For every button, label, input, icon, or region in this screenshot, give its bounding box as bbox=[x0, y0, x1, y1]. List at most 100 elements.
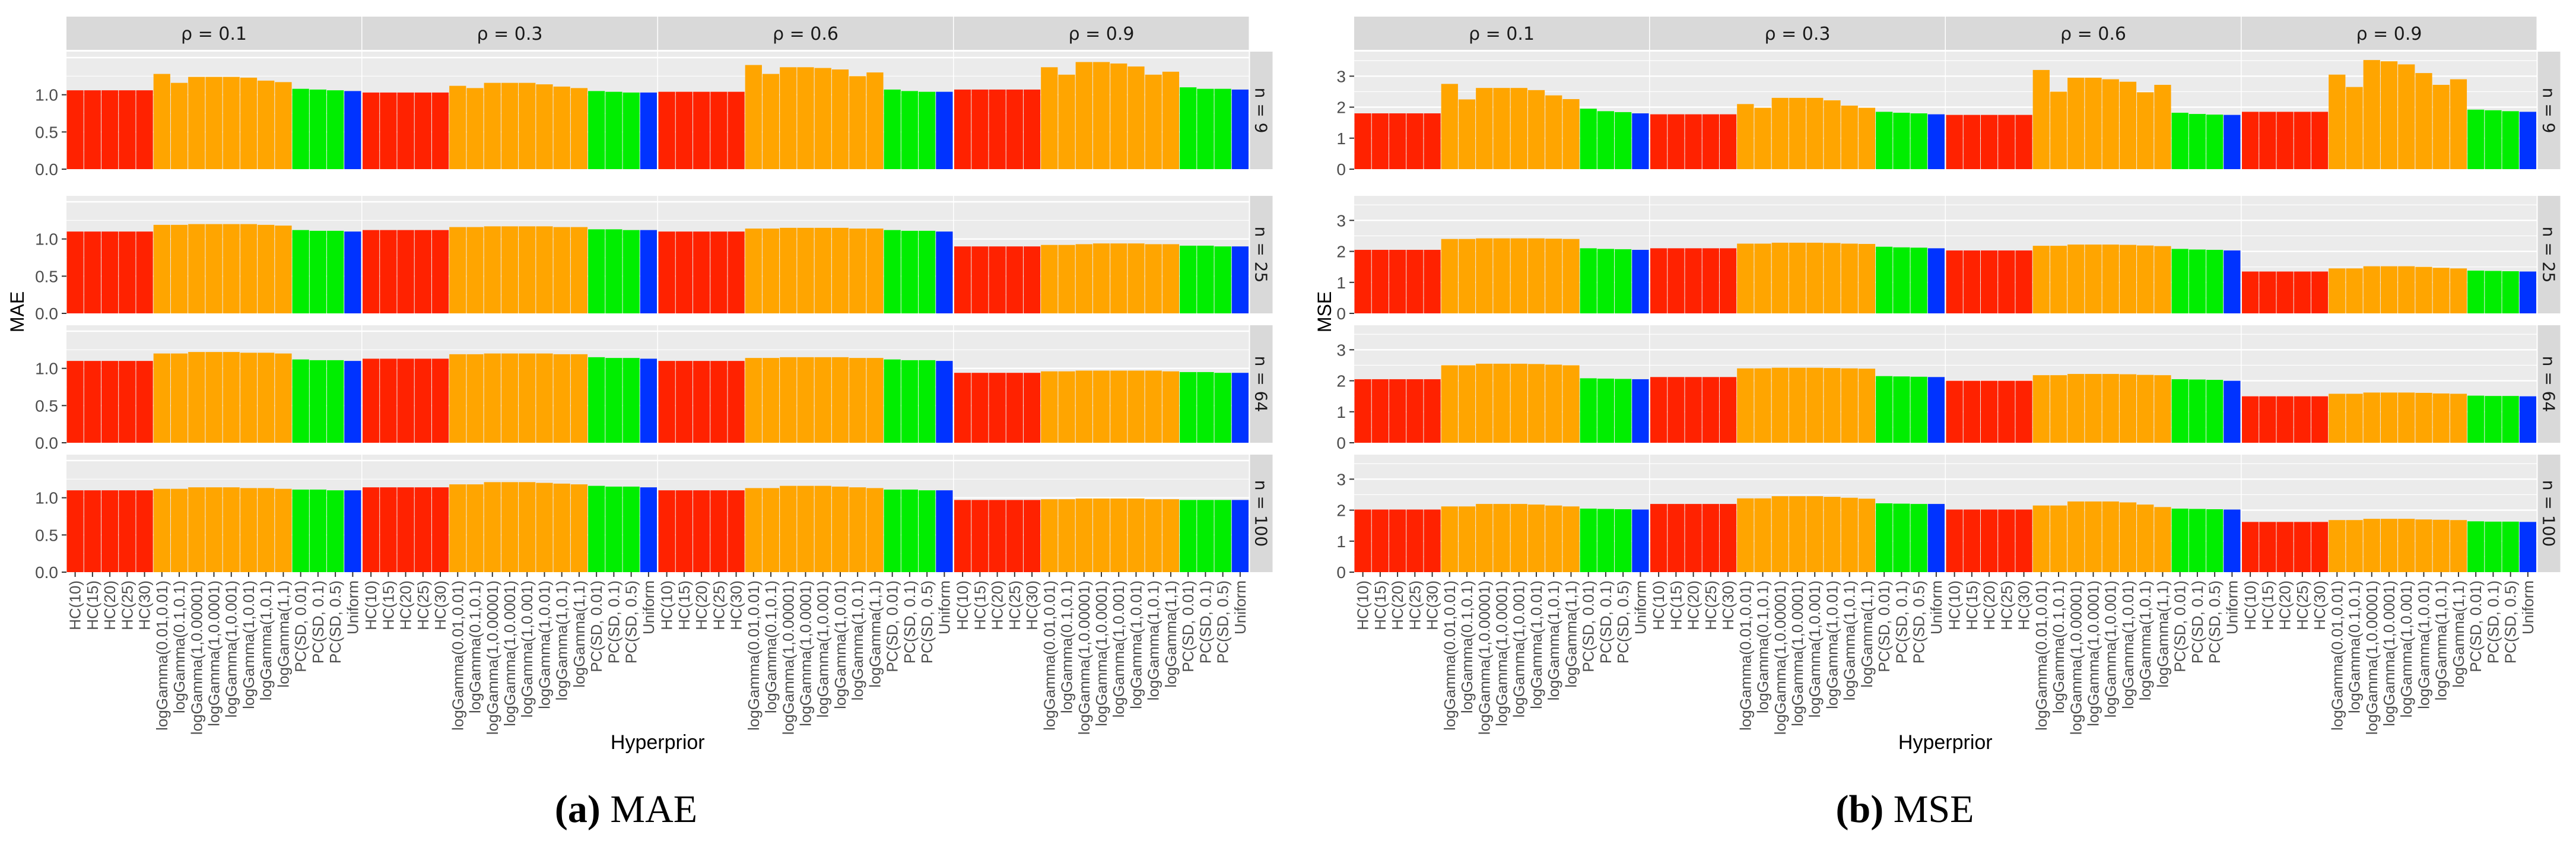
bar-loggamma bbox=[1145, 244, 1162, 313]
facet-label-rho: ρ = 0.6 bbox=[2060, 24, 2126, 45]
bar-loggamma bbox=[1806, 97, 1824, 169]
x-tick-label: logGamma(1,0.001) bbox=[223, 580, 240, 718]
x-tick-label: logGamma(1,1) bbox=[866, 580, 884, 688]
bar-hc bbox=[954, 246, 971, 313]
bar-hc bbox=[1980, 115, 1998, 169]
bar-hc bbox=[1998, 509, 2015, 572]
bar-pc bbox=[1180, 372, 1197, 443]
x-tick-label: HC(20) bbox=[397, 580, 415, 630]
bar-hc bbox=[2294, 396, 2311, 443]
bar-pc bbox=[1893, 503, 1910, 572]
bar-hc bbox=[1998, 380, 2015, 443]
x-tick-label: PC(SD, 0.1) bbox=[1597, 580, 1615, 664]
bar-loggamma bbox=[2450, 520, 2467, 572]
bar-hc bbox=[136, 361, 153, 443]
bar-uniform bbox=[1927, 114, 1945, 169]
bar-hc bbox=[2311, 522, 2329, 572]
x-tick-label: HC(10) bbox=[1946, 580, 1964, 630]
bar-uniform bbox=[1632, 379, 1649, 443]
bar-loggamma bbox=[1527, 504, 1545, 572]
y-tick-label: 0.5 bbox=[35, 526, 58, 544]
bar-hc bbox=[1963, 509, 1980, 572]
x-tick-label: PC(SD, 0.1) bbox=[1196, 580, 1214, 664]
bar-loggamma bbox=[2450, 79, 2467, 169]
bar-uniform bbox=[344, 361, 361, 443]
bar-loggamma bbox=[1841, 497, 1858, 572]
y-tick-label: 0 bbox=[1336, 304, 1346, 323]
x-tick-label: HC(30) bbox=[728, 580, 745, 630]
bar-loggamma bbox=[1789, 496, 1806, 572]
bar-loggamma bbox=[1771, 367, 1789, 443]
bar-hc bbox=[1650, 114, 1667, 169]
bar-hc bbox=[84, 490, 101, 572]
bar-hc bbox=[1963, 115, 1980, 169]
bar-hc bbox=[1371, 113, 1389, 169]
x-tick-label: HC(15) bbox=[379, 580, 397, 630]
x-tick-label: logGamma(1,0.0001) bbox=[797, 580, 815, 726]
bar-loggamma bbox=[1771, 97, 1789, 169]
bar-hc bbox=[1406, 379, 1424, 443]
bar-loggamma bbox=[1162, 371, 1180, 443]
bar-loggamma bbox=[1545, 364, 1562, 443]
bar-loggamma bbox=[1754, 107, 1771, 169]
bar-hc bbox=[1685, 114, 1702, 169]
bar-hc bbox=[675, 91, 693, 169]
bar-pc bbox=[1597, 509, 1615, 572]
bar-hc bbox=[1719, 248, 1737, 313]
bar-pc bbox=[2189, 379, 2206, 443]
bar-loggamma bbox=[1041, 245, 1058, 313]
bar-loggamma bbox=[1127, 66, 1145, 169]
bar-loggamma bbox=[466, 227, 484, 313]
bar-loggamma bbox=[2154, 246, 2171, 313]
bar-loggamma bbox=[258, 80, 275, 169]
facet-strip-right bbox=[2537, 196, 2561, 313]
bar-loggamma bbox=[814, 227, 831, 313]
bar-pc bbox=[1876, 503, 1893, 572]
bar-loggamma bbox=[1841, 368, 1858, 443]
bar-loggamma bbox=[170, 82, 188, 169]
x-tick-label: logGamma(1,0.0001) bbox=[1493, 580, 1511, 726]
bar-loggamma bbox=[1476, 363, 1493, 443]
bar-loggamma bbox=[1441, 239, 1458, 313]
x-tick-label: logGamma(1,0.0001) bbox=[2085, 580, 2102, 726]
bar-loggamma bbox=[831, 357, 849, 443]
bar-pc bbox=[2171, 112, 2189, 169]
bar-hc bbox=[431, 358, 449, 443]
bar-hc bbox=[2015, 380, 2032, 443]
y-axis-title: MAE bbox=[7, 291, 28, 332]
bar-loggamma bbox=[1737, 243, 1754, 313]
bar-loggamma bbox=[1458, 99, 1476, 169]
bar-loggamma bbox=[2137, 245, 2154, 313]
bar-pc bbox=[1597, 378, 1615, 443]
bar-loggamma bbox=[1771, 242, 1789, 313]
bar-loggamma bbox=[1092, 498, 1110, 572]
bar-pc bbox=[1197, 88, 1214, 169]
x-tick-label: PC(SD, 0.01) bbox=[884, 580, 901, 672]
y-tick-label: 0.5 bbox=[35, 267, 58, 285]
bar-hc bbox=[1998, 250, 2015, 313]
bar-pc bbox=[1180, 500, 1197, 572]
bar-loggamma bbox=[275, 488, 292, 572]
chart-caption: (a) MAE bbox=[555, 788, 697, 831]
bar-pc bbox=[2189, 249, 2206, 313]
x-tick-label: logGamma(1,0.00001) bbox=[1075, 580, 1093, 735]
x-tick-label: PC(SD, 0.5) bbox=[1614, 580, 1632, 664]
caption-tag: (b) bbox=[1836, 788, 1884, 831]
bar-loggamma bbox=[814, 68, 831, 170]
bar-hc bbox=[954, 89, 971, 169]
bar-loggamma bbox=[240, 353, 258, 443]
bar-loggamma bbox=[2329, 520, 2346, 572]
bar-hc bbox=[2276, 522, 2294, 572]
x-tick-label: HC(15) bbox=[2259, 580, 2276, 630]
bar-loggamma bbox=[1789, 367, 1806, 443]
bar-loggamma bbox=[501, 82, 519, 169]
bar-hc bbox=[1667, 248, 1685, 313]
bar-loggamma bbox=[2415, 519, 2432, 572]
bar-loggamma bbox=[780, 357, 797, 443]
bar-hc bbox=[1980, 509, 1998, 572]
facet-strip-right bbox=[1250, 455, 1273, 572]
bar-hc bbox=[119, 90, 136, 169]
bar-hc bbox=[84, 361, 101, 443]
bar-hc bbox=[1424, 509, 1441, 572]
bar-hc bbox=[414, 92, 431, 169]
